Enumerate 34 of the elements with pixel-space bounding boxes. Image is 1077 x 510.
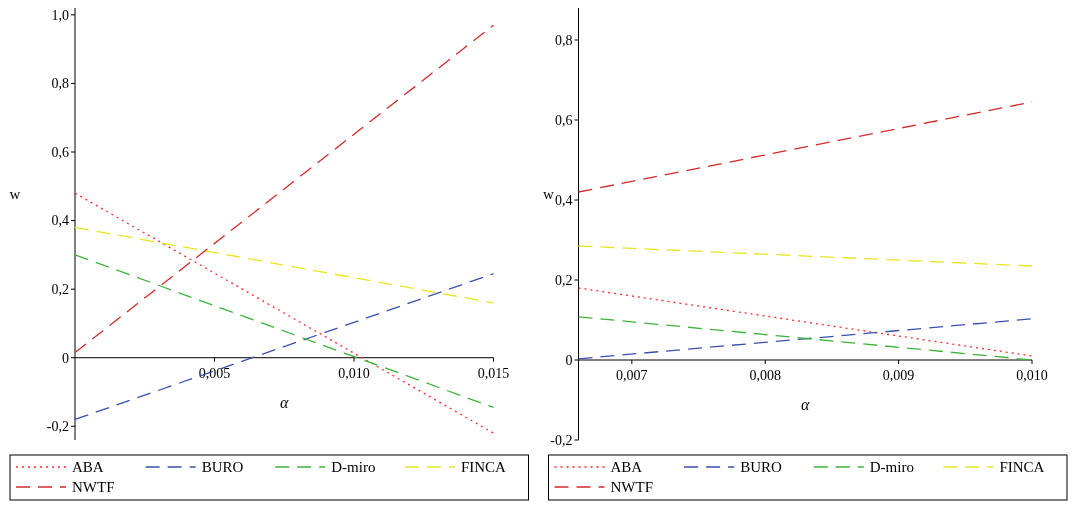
x-tick-label: 0,015 <box>477 365 510 381</box>
legend-label: ABA <box>72 459 104 476</box>
y-tick-label: 1,0 <box>51 7 69 23</box>
x-axis-title: α <box>280 393 290 411</box>
x-tick-label: 0,008 <box>749 368 781 383</box>
y-tick-label: 0 <box>565 352 573 368</box>
x-tick-label: 0,010 <box>1016 368 1048 383</box>
x-tick-label: 0,005 <box>198 365 231 381</box>
legend-label: FINCA <box>999 459 1045 476</box>
y-tick-label: 0,6 <box>51 144 69 160</box>
legend-label: BURO <box>740 459 782 476</box>
x-axis-title: α <box>801 396 811 413</box>
legend-label: D-miro <box>869 459 914 476</box>
y-tick-label: 0,8 <box>51 76 69 92</box>
y-tick-label: 0,6 <box>555 112 573 128</box>
y-tick-label: 0,4 <box>555 192 573 208</box>
legend-label: BURO <box>201 459 244 476</box>
y-tick-label: -0,2 <box>550 432 573 448</box>
y-tick-label: 0,4 <box>51 213 69 229</box>
y-tick-label: 0,8 <box>555 32 573 48</box>
y-axis-title: w <box>543 186 555 202</box>
legend-label: D-miro <box>331 459 376 476</box>
x-tick-label: 0,010 <box>338 365 370 381</box>
x-tick-label: 0,009 <box>882 368 915 383</box>
x-tick-label: 0,007 <box>616 368 648 383</box>
y-axis-title: w <box>9 186 21 202</box>
y-tick-label: 0 <box>62 350 69 366</box>
legend-label: NWTF <box>72 479 115 496</box>
y-tick-label: -0,2 <box>46 419 69 435</box>
legend-label: ABA <box>610 459 643 476</box>
y-tick-label: 0,2 <box>51 282 69 298</box>
legend-label: NWTF <box>610 479 653 496</box>
legend-label: FINCA <box>460 459 507 476</box>
y-tick-label: 0,2 <box>555 272 573 288</box>
